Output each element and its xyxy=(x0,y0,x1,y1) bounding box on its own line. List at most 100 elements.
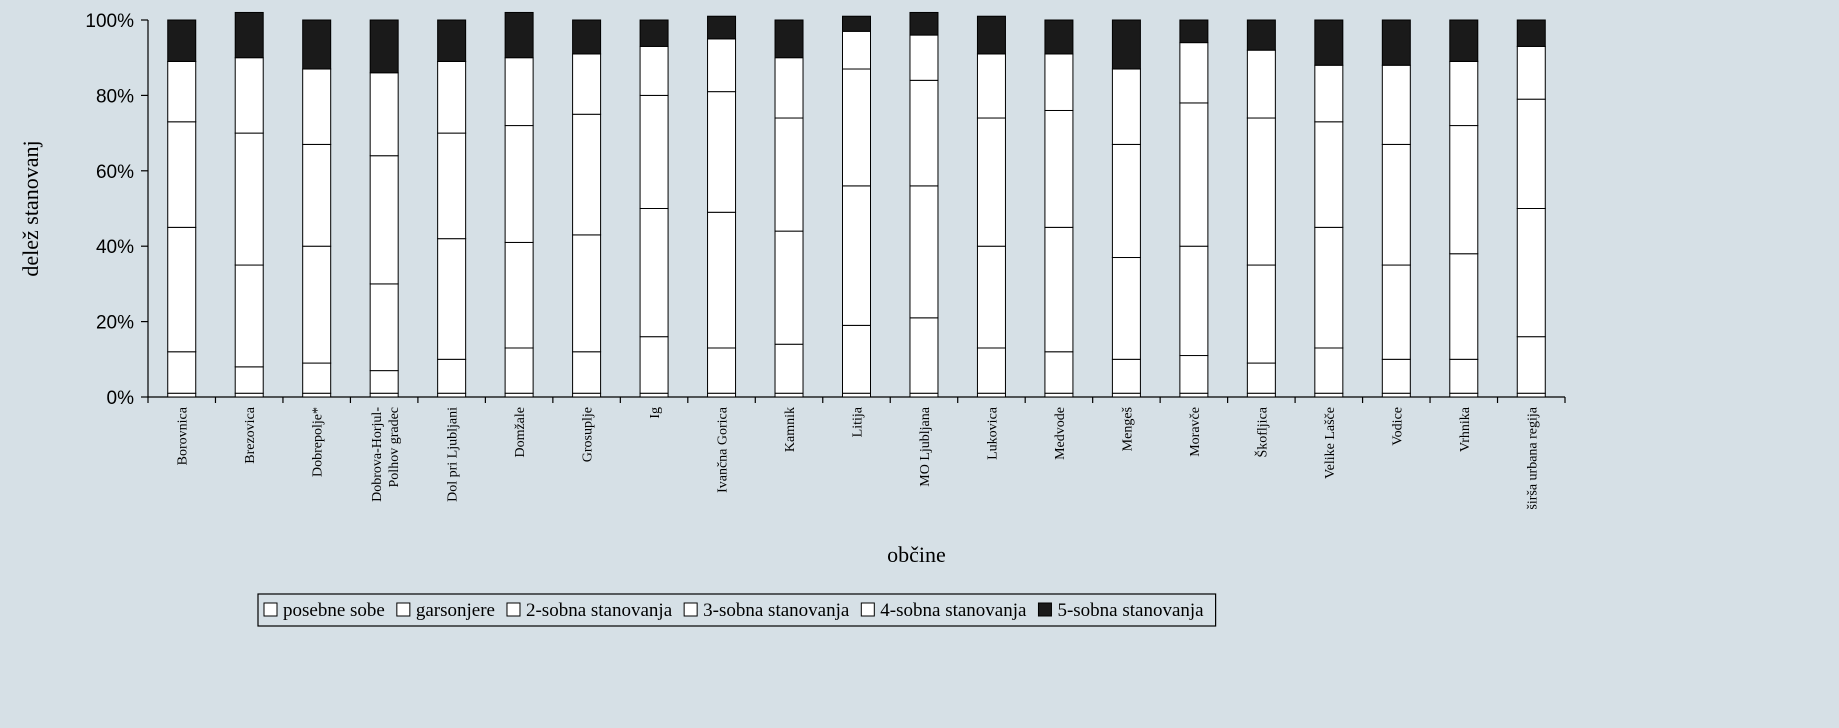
bar-segment xyxy=(234,264,264,368)
bar-segment xyxy=(1449,358,1479,394)
bar-segment xyxy=(976,53,1006,119)
bar-segment xyxy=(167,351,197,394)
bar-segment xyxy=(707,91,737,213)
bar-segment xyxy=(369,155,399,285)
bar-segment xyxy=(302,68,332,145)
bar-stack xyxy=(572,19,602,398)
bar-segment xyxy=(1179,19,1209,44)
x-axis-label: občine xyxy=(887,542,946,567)
legend-item: 2-sobna stanovanja xyxy=(506,600,673,621)
bar-segment xyxy=(1179,245,1209,357)
bar-segment xyxy=(1111,68,1141,145)
x-tick-label: Kamnik xyxy=(783,407,798,452)
bar-segment xyxy=(234,392,264,398)
bar-segment xyxy=(572,113,602,236)
bar-segment xyxy=(1381,19,1411,66)
bar-segment xyxy=(842,30,871,70)
bar-segment xyxy=(842,392,871,398)
bar-segment xyxy=(1246,362,1276,394)
legend-swatch xyxy=(1037,602,1052,617)
bar-segment xyxy=(234,57,264,134)
y-tick-label: 80% xyxy=(96,86,134,107)
bar-segment xyxy=(572,392,602,398)
bar-segment xyxy=(234,366,264,394)
bar-segment xyxy=(976,392,1006,398)
y-tick-label: 20% xyxy=(96,313,134,334)
bar-segment xyxy=(976,117,1006,247)
bar-segment xyxy=(842,15,871,32)
bar-stack xyxy=(234,11,264,398)
x-tick-label: Mengeš xyxy=(1120,406,1135,451)
y-axis-label: delež stanovanj xyxy=(18,140,43,276)
bar-stack xyxy=(1179,19,1209,398)
bar-segment xyxy=(1449,125,1479,255)
bar-segment xyxy=(572,53,602,115)
bar-segment xyxy=(1246,19,1276,51)
bar-stack xyxy=(774,19,804,398)
bar-segment xyxy=(369,370,399,394)
bar-segment xyxy=(774,343,804,394)
bar-segment xyxy=(1449,19,1479,62)
x-tick-label: Moravče xyxy=(1188,407,1203,457)
legend-label: garsonjere xyxy=(416,600,495,621)
bar-segment xyxy=(1381,358,1411,394)
x-tick-label: Dobrova-Horjul- Polhov gradec xyxy=(370,407,402,502)
bar-segment xyxy=(167,392,197,398)
bar-segment xyxy=(1381,64,1411,145)
bar-stack xyxy=(1246,19,1276,398)
bar-stack xyxy=(976,15,1006,398)
bar-segment xyxy=(369,72,399,157)
bar-segment xyxy=(167,226,197,353)
bar-segment xyxy=(369,283,399,372)
x-axis-categories: Borovnica Brezovica Dobrepolje* Dobrova-Hor… xyxy=(147,397,1566,510)
bar-segment xyxy=(1314,226,1344,349)
y-tick-label: 0% xyxy=(107,388,135,409)
bar-segment xyxy=(774,230,804,345)
bar-segment xyxy=(1516,336,1546,394)
x-tick-label: Vrhnika xyxy=(1458,406,1473,452)
bar-segment xyxy=(167,121,197,228)
legend-label: 5-sobna stanovanja xyxy=(1057,600,1204,621)
bar-stack xyxy=(1381,19,1411,398)
bar-segment xyxy=(167,60,197,123)
bar-stack xyxy=(1449,19,1479,398)
legend-label: 3-sobna stanovanja xyxy=(703,600,850,621)
bar-segment xyxy=(707,392,737,398)
bar-segment xyxy=(1314,64,1344,123)
x-tick-label: Velike Lašče xyxy=(1323,407,1338,479)
bar-segment xyxy=(1111,143,1141,259)
legend-label: 2-sobna stanovanja xyxy=(526,600,673,621)
bar-segment xyxy=(167,19,197,62)
bar-segment xyxy=(1246,117,1276,266)
bar-segment xyxy=(842,324,871,394)
bar-segment xyxy=(1179,355,1209,394)
legend: posebne sobe garsonjere 2-sobna stanovanja… xyxy=(257,593,1217,627)
x-tick-label-line: Polhov gradec xyxy=(387,407,402,487)
x-tick-label: Vodice xyxy=(1390,407,1405,446)
bar-segment xyxy=(842,68,871,187)
bar-segment xyxy=(976,347,1006,394)
y-tick-label: 60% xyxy=(96,162,134,183)
bar-segment xyxy=(1381,264,1411,360)
bar-segment xyxy=(1449,60,1479,127)
bar-segment xyxy=(707,38,737,93)
bar-segment xyxy=(302,392,332,398)
legend-item: garsonjere xyxy=(396,600,495,621)
bar-stack xyxy=(1111,19,1141,398)
legend-item: 5-sobna stanovanja xyxy=(1037,600,1204,621)
legend-frame xyxy=(257,593,1217,627)
legend-swatch xyxy=(263,602,278,617)
x-tick-label: MO Ljubljana xyxy=(918,406,933,486)
bar-segment xyxy=(369,392,399,398)
bar-segment xyxy=(909,11,939,36)
x-tick-label: Litija xyxy=(851,406,866,437)
y-tick-label: 40% xyxy=(96,237,134,258)
bar-segment xyxy=(1449,392,1479,398)
bar-segment xyxy=(1179,392,1209,398)
bar-segment xyxy=(1314,19,1344,66)
legend-swatch xyxy=(683,602,698,617)
x-tick-label: Brezovica xyxy=(243,406,258,464)
bar-segment xyxy=(1111,392,1141,398)
bar-segment xyxy=(437,392,467,398)
